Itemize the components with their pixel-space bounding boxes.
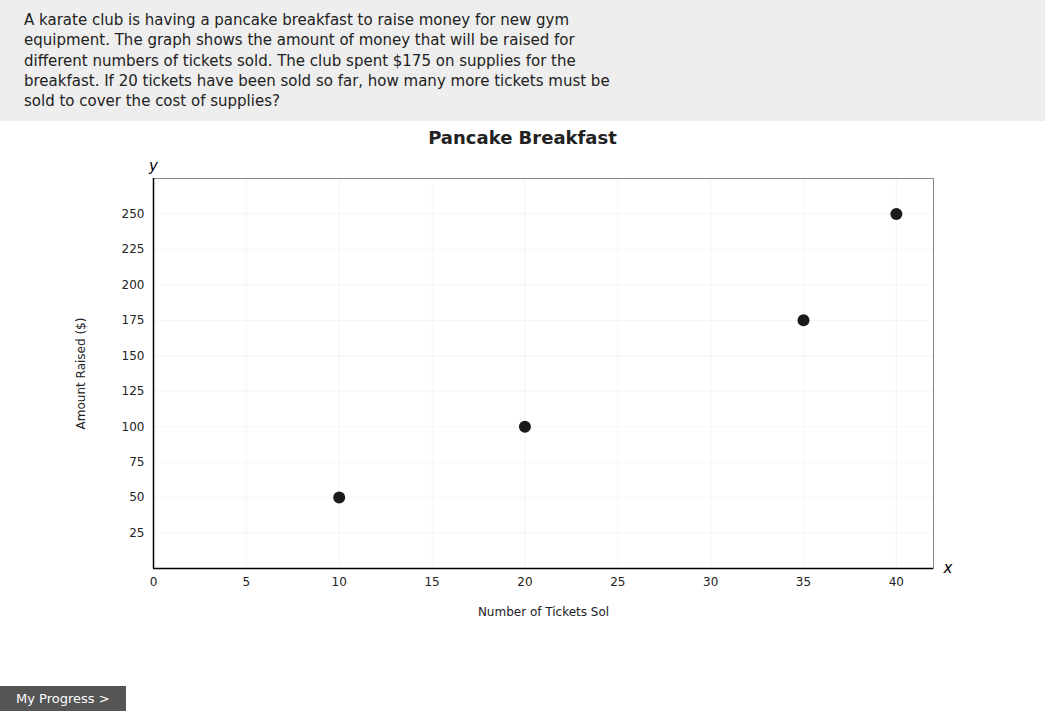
svg-text:25: 25: [610, 575, 625, 589]
svg-text:Amount Raised ($): Amount Raised ($): [74, 318, 88, 430]
svg-text:35: 35: [795, 575, 810, 589]
svg-text:200: 200: [121, 278, 144, 292]
html-text:Pancake Breakfast: Pancake Breakfast: [428, 127, 617, 149]
svg-text:30: 30: [703, 575, 718, 589]
svg-text:x: x: [942, 560, 952, 578]
svg-text:50: 50: [129, 491, 144, 505]
svg-text:250: 250: [121, 207, 144, 221]
svg-text:y: y: [148, 158, 159, 176]
html-text:sold to cover the cost of supp: sold to cover the cost of supplies?: [24, 92, 280, 110]
svg-text:20: 20: [517, 575, 532, 589]
html-text:different numbers of tickets s: different numbers of tickets sold. The c…: [24, 51, 576, 70]
svg-text:125: 125: [121, 384, 144, 398]
svg-text:225: 225: [121, 242, 144, 256]
svg-text:100: 100: [121, 420, 144, 434]
svg-text:0: 0: [149, 575, 157, 589]
html-text:A karate club is having a panc: A karate club is having a pancake breakf…: [24, 11, 570, 29]
svg-text:75: 75: [129, 455, 144, 469]
html-text:My Progress >: My Progress >: [16, 691, 110, 706]
html-text:equipment. The graph shows the: equipment. The graph shows the amount of…: [24, 31, 575, 50]
svg-text:25: 25: [129, 526, 144, 540]
svg-text:Number of Tickets Sol: Number of Tickets Sol: [477, 605, 608, 619]
svg-text:150: 150: [121, 349, 144, 363]
svg-text:15: 15: [424, 575, 439, 589]
svg-text:40: 40: [888, 575, 903, 589]
svg-text:10: 10: [331, 575, 346, 589]
html-text:breakfast. If 20 tickets have: breakfast. If 20 tickets have been sold …: [24, 71, 610, 90]
svg-text:5: 5: [242, 575, 250, 589]
svg-text:175: 175: [121, 313, 144, 327]
